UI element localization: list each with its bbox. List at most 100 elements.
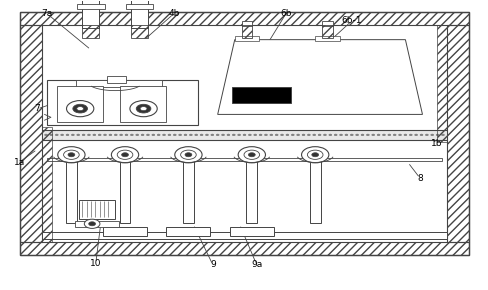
Circle shape <box>194 134 197 136</box>
Circle shape <box>398 134 401 136</box>
Circle shape <box>248 153 255 157</box>
Circle shape <box>55 134 58 136</box>
Circle shape <box>66 134 69 136</box>
Circle shape <box>291 134 294 136</box>
Circle shape <box>296 134 299 136</box>
Circle shape <box>136 104 151 113</box>
Bar <box>103 227 147 236</box>
Circle shape <box>232 134 235 136</box>
Bar <box>183 160 193 223</box>
Circle shape <box>243 134 245 136</box>
Circle shape <box>387 134 390 136</box>
Circle shape <box>360 134 363 136</box>
Circle shape <box>264 134 267 136</box>
Circle shape <box>103 134 106 136</box>
Circle shape <box>58 147 85 163</box>
Text: 9a: 9a <box>250 260 262 269</box>
Circle shape <box>71 134 74 136</box>
Bar <box>76 80 161 87</box>
Circle shape <box>226 134 229 136</box>
Bar <box>131 0 148 28</box>
Text: 6b: 6b <box>280 9 291 18</box>
Text: 6b-1: 6b-1 <box>341 17 361 26</box>
Circle shape <box>302 134 305 136</box>
Circle shape <box>146 134 149 136</box>
Circle shape <box>162 134 165 136</box>
Circle shape <box>349 134 352 136</box>
Bar <box>57 86 103 122</box>
Circle shape <box>403 134 406 136</box>
Circle shape <box>130 101 157 117</box>
Bar <box>84 86 97 109</box>
Bar <box>246 160 257 223</box>
Bar <box>232 87 290 103</box>
Circle shape <box>221 134 224 136</box>
Circle shape <box>88 222 95 226</box>
Circle shape <box>275 134 278 136</box>
Circle shape <box>61 134 63 136</box>
Circle shape <box>376 134 379 136</box>
Bar <box>79 200 115 219</box>
Bar <box>20 12 468 255</box>
Circle shape <box>98 134 101 136</box>
Circle shape <box>259 134 262 136</box>
Circle shape <box>339 134 342 136</box>
Circle shape <box>157 134 160 136</box>
Bar <box>75 222 119 227</box>
Circle shape <box>200 134 203 136</box>
Circle shape <box>408 134 411 136</box>
Circle shape <box>63 150 79 160</box>
Circle shape <box>68 153 75 157</box>
Circle shape <box>122 153 128 157</box>
Circle shape <box>111 147 139 163</box>
Text: 10: 10 <box>90 259 102 268</box>
Bar <box>309 160 320 223</box>
Circle shape <box>174 147 202 163</box>
Bar <box>20 12 468 25</box>
Circle shape <box>382 134 385 136</box>
Circle shape <box>109 134 112 136</box>
Bar <box>131 25 148 38</box>
Circle shape <box>180 150 196 160</box>
Bar <box>120 86 166 122</box>
Circle shape <box>269 134 272 136</box>
Circle shape <box>66 101 94 117</box>
Bar <box>322 21 332 26</box>
Bar <box>20 242 468 255</box>
Circle shape <box>216 134 219 136</box>
Circle shape <box>280 134 283 136</box>
Circle shape <box>125 134 128 136</box>
Circle shape <box>366 134 368 136</box>
Bar <box>47 158 441 162</box>
Circle shape <box>344 134 347 136</box>
Bar <box>82 25 99 38</box>
Bar <box>20 25 42 242</box>
Circle shape <box>392 134 395 136</box>
Circle shape <box>238 147 265 163</box>
Bar <box>234 36 259 41</box>
Text: 8: 8 <box>416 174 422 183</box>
Circle shape <box>77 107 83 111</box>
Circle shape <box>205 134 208 136</box>
Circle shape <box>328 134 331 136</box>
Circle shape <box>152 134 155 136</box>
Bar <box>166 227 210 236</box>
Circle shape <box>248 134 251 136</box>
Bar <box>315 36 339 41</box>
Circle shape <box>136 134 139 136</box>
Bar <box>126 4 153 9</box>
Circle shape <box>307 150 323 160</box>
Bar <box>42 130 446 139</box>
Bar <box>322 25 332 38</box>
Text: 7a: 7a <box>41 9 53 18</box>
Circle shape <box>237 134 240 136</box>
Circle shape <box>253 134 256 136</box>
Bar <box>241 25 252 38</box>
Bar <box>446 25 468 242</box>
Bar <box>77 4 104 9</box>
Circle shape <box>419 134 422 136</box>
Circle shape <box>311 153 318 157</box>
Bar <box>229 227 273 236</box>
Bar <box>47 80 198 124</box>
Circle shape <box>84 219 100 229</box>
